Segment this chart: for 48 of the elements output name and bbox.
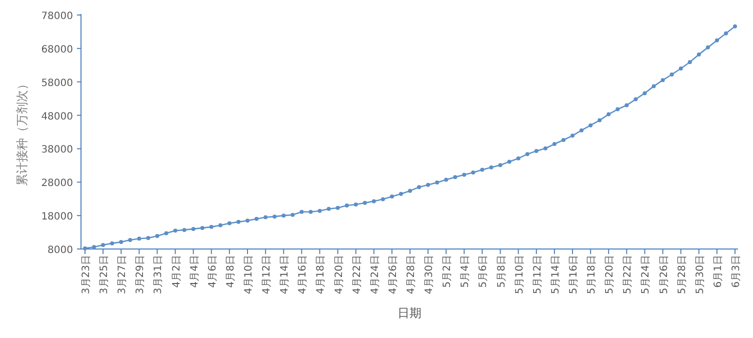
x-tick-label: 6月3日 (731, 255, 742, 288)
x-tick-label: 5月14日 (550, 255, 562, 294)
x-tick-label: 3月25日 (99, 255, 110, 294)
y-tick-label: 28000 (41, 178, 73, 190)
x-tick-label: 4月10日 (244, 255, 254, 294)
x-tick-label: 5月16日 (568, 255, 580, 294)
x-tick-label: 4月28日 (406, 255, 417, 294)
x-tick-label: 5月12日 (532, 255, 544, 294)
y-tick-label: 8000 (48, 245, 73, 256)
x-tick-label: 5月4日 (460, 255, 472, 288)
x-tick-label: 5月18日 (586, 255, 598, 294)
x-tick-label: 4月12日 (262, 255, 273, 294)
x-tick-label: 4月16日 (298, 255, 309, 294)
x-tick-label: 4月2日 (171, 255, 182, 288)
x-tick-label: 4月18日 (316, 255, 327, 294)
y-tick-label: 68000 (41, 44, 73, 56)
x-tick-label: 5月10日 (514, 255, 526, 294)
y-tick-label: 18000 (41, 212, 73, 223)
x-tick-label: 6月1日 (712, 255, 724, 288)
x-tick-label: 5月6日 (478, 255, 490, 288)
y-tick-label: 38000 (41, 144, 73, 156)
x-tick-label: 5月24日 (640, 255, 652, 294)
y-axis-title: 累计接种（万剂次） (15, 78, 29, 186)
x-tick-label: 4月4日 (189, 255, 200, 288)
x-tick-label: 5月28日 (676, 255, 688, 294)
x-tick-label: 5月30日 (694, 255, 706, 294)
x-tick-label: 3月31日 (153, 255, 164, 294)
plot: 8000 18000 28000 38000 48000 58000 68000 78000 3月23日 3月25日 3月27日 3月29日 3月31日 4月2日 4月4日 4月6日 4月8日 4月10日 4月12日 4月14日 4月16日 4月18日 4月20日 4月22日 4月24日 4月26日 4月28日 4月30日 5月2日 5月4日 5月6日 5月8日 5月10日 5月12日 5月14日 5月16日 5月18日 5月20日 5月22日 5月24日 5月26日 5月28日 5月30日 6月1日 6月3日 (41, 11, 742, 294)
x-tick-label: 3月27日 (117, 255, 128, 294)
y-tick-label: 78000 (41, 11, 73, 22)
x-tick-label: 5月2日 (442, 255, 454, 288)
x-tick-label: 5月22日 (622, 255, 634, 294)
x-tick-label: 5月26日 (658, 255, 670, 294)
x-tick-label: 3月23日 (81, 255, 92, 294)
y-tick-label: 58000 (41, 78, 73, 89)
x-tick-label: 4月26日 (388, 255, 399, 294)
x-tick-label: 4月22日 (352, 255, 363, 294)
y-tick-label: 48000 (41, 111, 73, 122)
x-tick-label: 3月29日 (135, 255, 146, 294)
x-tick-label: 4月30日 (424, 255, 436, 294)
x-tick-label: 4月14日 (280, 255, 291, 294)
x-tick-label: 5月8日 (496, 255, 508, 288)
x-axis-title: 日期 (398, 306, 422, 320)
x-tick-label: 4月24日 (370, 255, 381, 294)
x-tick-label: 4月8日 (225, 255, 236, 288)
x-tick-label: 5月20日 (604, 255, 616, 294)
x-tick-label: 4月20日 (334, 255, 345, 294)
x-tick-label: 4月6日 (207, 255, 218, 288)
